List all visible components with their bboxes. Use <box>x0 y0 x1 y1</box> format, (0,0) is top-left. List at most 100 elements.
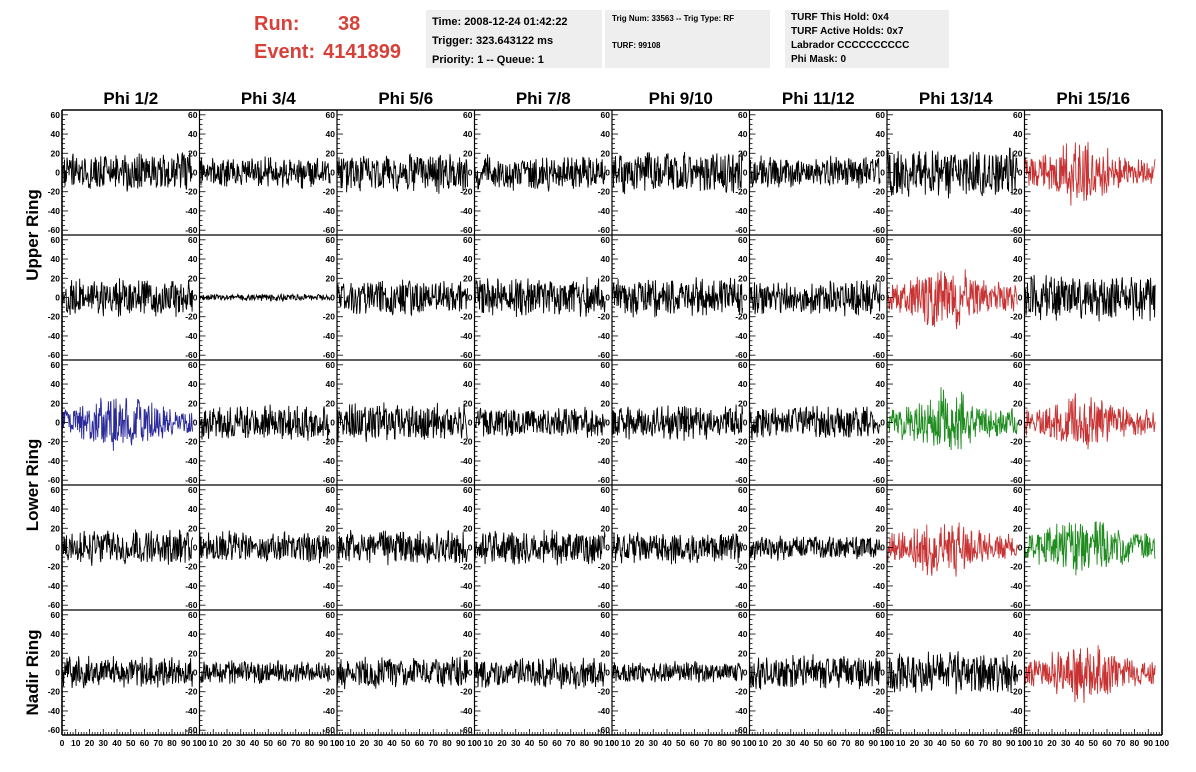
y-tick-label: -40 <box>460 456 473 466</box>
y-tick-label: -40 <box>48 706 61 716</box>
y-tick-label: 0 <box>1018 668 1023 678</box>
waveform-trace <box>199 404 331 441</box>
waveform-trace <box>611 404 744 441</box>
y-tick-label: 0 <box>193 668 198 678</box>
x-tick-label: 40 <box>1075 738 1085 748</box>
y-tick-label: 20 <box>876 398 886 408</box>
y-tick-label: -40 <box>1010 581 1023 591</box>
y-tick-label: 20 <box>326 148 336 158</box>
y-tick-label: 40 <box>326 379 336 389</box>
y-tick-label: -20 <box>323 312 336 322</box>
y-tick-label: 40 <box>463 504 473 514</box>
y-tick-label: -40 <box>735 581 748 591</box>
y-tick-label: 60 <box>326 360 336 370</box>
y-tick-label: 0 <box>193 293 198 303</box>
y-tick-label: -60 <box>48 350 61 360</box>
y-tick-label: -40 <box>48 206 61 216</box>
y-tick-label: 40 <box>876 129 886 139</box>
x-tick-label: 20 <box>222 738 232 748</box>
waveform-trace <box>474 529 606 566</box>
y-tick-label: -20 <box>48 562 61 572</box>
waveform-trace <box>749 535 881 561</box>
event-label: Event: <box>254 41 316 63</box>
waveform-trace <box>61 278 194 317</box>
waveform-trace <box>611 277 744 318</box>
y-tick-label: 0 <box>55 168 60 178</box>
y-tick-label: -40 <box>873 206 886 216</box>
x-tick-label: 60 <box>415 738 425 748</box>
x-tick-label: 10 <box>759 738 769 748</box>
y-tick-label: -60 <box>323 600 336 610</box>
y-tick-label: -60 <box>598 600 611 610</box>
y-tick-label: -20 <box>873 562 886 572</box>
y-tick-label: 40 <box>51 254 61 264</box>
y-tick-label: 0 <box>605 293 610 303</box>
y-tick-label: 0 <box>1018 168 1023 178</box>
x-tick-label: 100 <box>880 738 894 748</box>
y-tick-label: -60 <box>460 475 473 485</box>
y-tick-label: 60 <box>601 610 611 620</box>
y-tick-label: 20 <box>463 273 473 283</box>
y-tick-label: 60 <box>188 235 198 245</box>
y-tick-label: 20 <box>51 648 61 658</box>
x-tick-label: 30 <box>1061 738 1071 748</box>
x-tick-label: 40 <box>937 738 947 748</box>
x-tick-label: 80 <box>442 738 452 748</box>
waveform-trace <box>199 660 331 685</box>
waveform-trace <box>886 522 1019 577</box>
x-tick-label: 70 <box>841 738 851 748</box>
x-tick-label: 60 <box>965 738 975 748</box>
x-tick-label: 50 <box>951 738 961 748</box>
y-tick-label: 40 <box>463 629 473 639</box>
y-tick-label: 20 <box>1013 523 1023 533</box>
run-label: Run: <box>254 13 300 35</box>
y-tick-label: -20 <box>873 312 886 322</box>
y-tick-label: -20 <box>460 312 473 322</box>
waveform-trace <box>474 154 606 192</box>
y-tick-label: -40 <box>735 331 748 341</box>
y-tick-label: 60 <box>326 610 336 620</box>
y-tick-label: -60 <box>460 725 473 735</box>
y-tick-label: 40 <box>188 629 198 639</box>
x-tick-label: 20 <box>85 738 95 748</box>
y-tick-label: -20 <box>185 312 198 322</box>
y-tick-label: -20 <box>323 562 336 572</box>
time-text: Time: 2008-12-24 01:42:22 <box>432 16 568 28</box>
y-tick-label: -20 <box>323 437 336 447</box>
y-tick-label: 60 <box>1013 110 1023 120</box>
y-tick-label: -20 <box>735 187 748 197</box>
x-tick-label: 0 <box>60 738 65 748</box>
y-tick-label: 20 <box>326 648 336 658</box>
y-tick-label: -60 <box>460 225 473 235</box>
y-tick-label: 40 <box>1013 504 1023 514</box>
x-tick-label: 0 <box>1022 738 1027 748</box>
x-tick-label: 100 <box>192 738 206 748</box>
y-tick-label: 40 <box>601 379 611 389</box>
x-tick-label: 90 <box>181 738 191 748</box>
waveform-trace <box>1024 393 1156 450</box>
y-tick-label: -20 <box>598 187 611 197</box>
y-tick-label: -60 <box>735 225 748 235</box>
y-tick-label: 60 <box>51 610 61 620</box>
y-tick-label: 60 <box>326 235 336 245</box>
y-tick-label: 60 <box>51 360 61 370</box>
y-tick-label: 60 <box>188 360 198 370</box>
waveform-trace <box>336 402 468 443</box>
y-tick-label: -60 <box>48 225 61 235</box>
y-tick-label: 20 <box>188 523 198 533</box>
y-tick-label: -20 <box>735 562 748 572</box>
x-tick-label: 60 <box>690 738 700 748</box>
y-tick-label: -40 <box>873 706 886 716</box>
y-tick-label: -60 <box>48 600 61 610</box>
waveform-trace <box>749 654 881 690</box>
y-tick-label: 40 <box>326 629 336 639</box>
y-tick-label: -60 <box>1010 350 1023 360</box>
y-tick-label: 20 <box>876 523 886 533</box>
x-tick-label: 100 <box>1155 738 1169 748</box>
y-tick-label: 40 <box>326 129 336 139</box>
turf-active-text: TURF Active Holds: 0x7 <box>791 26 904 37</box>
y-tick-label: -20 <box>48 687 61 697</box>
x-tick-label: 80 <box>1130 738 1140 748</box>
y-tick-label: 60 <box>738 610 748 620</box>
y-tick-label: 0 <box>330 168 335 178</box>
